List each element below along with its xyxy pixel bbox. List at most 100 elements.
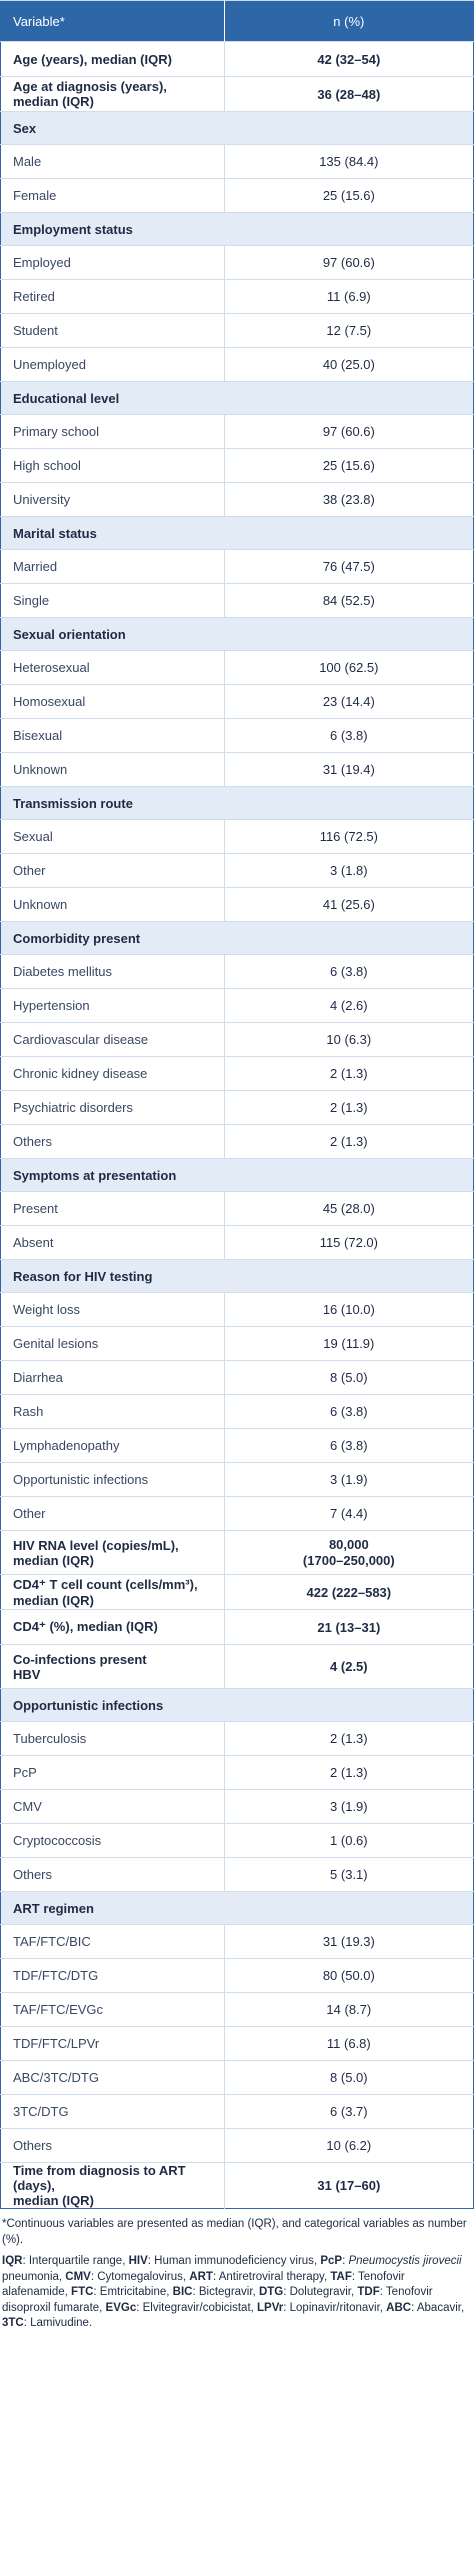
row-label: TDF/FTC/LPVr [0,2026,225,2061]
row-value: 135 (84.4) [223,144,474,179]
table-row: Others 5 (3.1) [0,1857,474,1892]
section-label: Sexual orientation [0,617,474,651]
footnote-abbreviations: IQR: Interquartile range, HIV: Human imm… [2,2255,465,2329]
row-label: Weight loss [0,1292,225,1327]
section-label: Transmission route [0,786,474,820]
row-label: Primary school [0,414,225,449]
section-row: Transmission route [0,786,474,820]
table-row: Homosexual 23 (14.4) [0,684,474,719]
section-label: Employment status [0,212,474,246]
table-row: Rash 6 (3.8) [0,1394,474,1429]
table-row: Present 45 (28.0) [0,1191,474,1226]
section-row: Sex [0,111,474,145]
section-row: Reason for HIV testing [0,1259,474,1293]
section-row: Comorbidity present [0,921,474,955]
abbr-term: PcP [320,2255,343,2267]
row-value: 3 (1.8) [223,853,474,888]
abbr-term: LPVr [257,2301,284,2314]
abbr-definition: Lamivudine [30,2317,89,2329]
table-row: Retired 11 (6.9) [0,279,474,314]
row-label: Unemployed [0,347,225,382]
section-label: Sex [0,111,474,145]
row-label: Time from diagnosis to ART (days), median… [0,2162,225,2209]
table-row: TAF/FTC/EVGc 14 (8.7) [0,1992,474,2027]
row-value: 422 (222–583) [223,1574,474,1610]
row-value: 2 (1.3) [223,1721,474,1756]
table-row: Unknown 41 (25.6) [0,887,474,922]
row-value: 6 (3.8) [223,1428,474,1463]
section-row: Educational level [0,381,474,415]
row-value: 6 (3.8) [223,1394,474,1429]
row-label: Unknown [0,887,225,922]
footnotes: *Continuous variables are presented as m… [0,2209,474,2332]
demographics-table: Variable* n (%) Age (years), median (IQR… [0,0,474,2209]
abbr-definition: Lopinavir/ritonavir [289,2301,380,2314]
row-label: CMV [0,1789,225,1824]
row-value: 3 (1.9) [223,1462,474,1497]
row-value: 5 (3.1) [223,1857,474,1892]
row-label: Married [0,549,225,584]
abbr-term: CMV [65,2270,91,2283]
table-body: Age (years), median (IQR) 42 (32–54) Age a… [0,41,474,2209]
row-value-line1: 80,000 [328,1536,369,1552]
row-value: 23 (14.4) [223,684,474,719]
table-header-row: Variable* n (%) [0,0,474,42]
row-label: Other [0,1496,225,1531]
row-value: 10 (6.3) [223,1022,474,1057]
abbr-definition: Interquartile range [28,2255,123,2267]
row-value: 100 (62.5) [223,650,474,685]
row-value: 80 (50.0) [223,1958,474,1993]
table-row: Age at diagnosis (years), median (IQR) 36… [0,76,474,112]
header-value: n (%) [224,0,474,42]
table-row: Genital lesions 19 (11.9) [0,1326,474,1361]
table-row: Cryptococcosis 1 (0.6) [0,1823,474,1858]
table-row: ABC/3TC/DTG 8 (5.0) [0,2060,474,2095]
row-value: 41 (25.6) [223,887,474,922]
row-label: Co-infections present HBV [0,1644,225,1689]
abbr-term: HIV [128,2255,148,2267]
table-row: Bisexual 6 (3.8) [0,718,474,753]
row-value: 2 (1.3) [223,1090,474,1125]
section-row: Sexual orientation [0,617,474,651]
abbr-definition: Bictegravir [198,2286,253,2298]
row-label: Diarrhea [0,1360,225,1395]
row-label: Sexual [0,819,225,854]
row-value: 6 (3.8) [223,954,474,989]
table-row: HIV RNA level (copies/mL), median (IQR) 8… [0,1530,474,1575]
row-value-line2: (1700–250,000) [302,1552,395,1568]
abbr-definition: Pneumocystis jirovecii pneumonia [2,2255,462,2283]
row-label: Student [0,313,225,348]
table-row: Cardiovascular disease 10 (6.3) [0,1022,474,1057]
row-value: 6 (3.8) [223,718,474,753]
section-row: Employment status [0,212,474,246]
table-row: TDF/FTC/DTG 80 (50.0) [0,1958,474,1993]
row-label: TDF/FTC/DTG [0,1958,225,1993]
row-value: 12 (7.5) [223,313,474,348]
row-value: 38 (23.8) [223,482,474,517]
row-label: HIV RNA level (copies/mL), median (IQR) [0,1530,225,1575]
table-row: Married 76 (47.5) [0,549,474,584]
row-label: ABC/3TC/DTG [0,2060,225,2095]
table-row: Female 25 (15.6) [0,178,474,213]
row-value: 4 (2.5) [223,1644,474,1689]
table-row: Diabetes mellitus 6 (3.8) [0,954,474,989]
row-value: 31 (19.3) [223,1924,474,1959]
table-row: Weight loss 16 (10.0) [0,1292,474,1327]
row-value: 25 (15.6) [223,448,474,483]
row-label: High school [0,448,225,483]
row-label: University [0,482,225,517]
section-row: Marital status [0,516,474,550]
table-row: 3TC/DTG 6 (3.7) [0,2094,474,2129]
abbr-term: IQR [2,2255,23,2267]
row-value: 25 (15.6) [223,178,474,213]
row-label: Single [0,583,225,618]
row-label: PcP [0,1755,225,1790]
row-label: Bisexual [0,718,225,753]
row-label: TAF/FTC/EVGc [0,1992,225,2027]
row-label: Diabetes mellitus [0,954,225,989]
row-value: 6 (3.7) [223,2094,474,2129]
abbr-term: BIC [172,2286,193,2298]
row-value: 84 (52.5) [223,583,474,618]
section-row: Opportunistic infections [0,1688,474,1722]
abbr-term: EVGc [105,2301,137,2314]
